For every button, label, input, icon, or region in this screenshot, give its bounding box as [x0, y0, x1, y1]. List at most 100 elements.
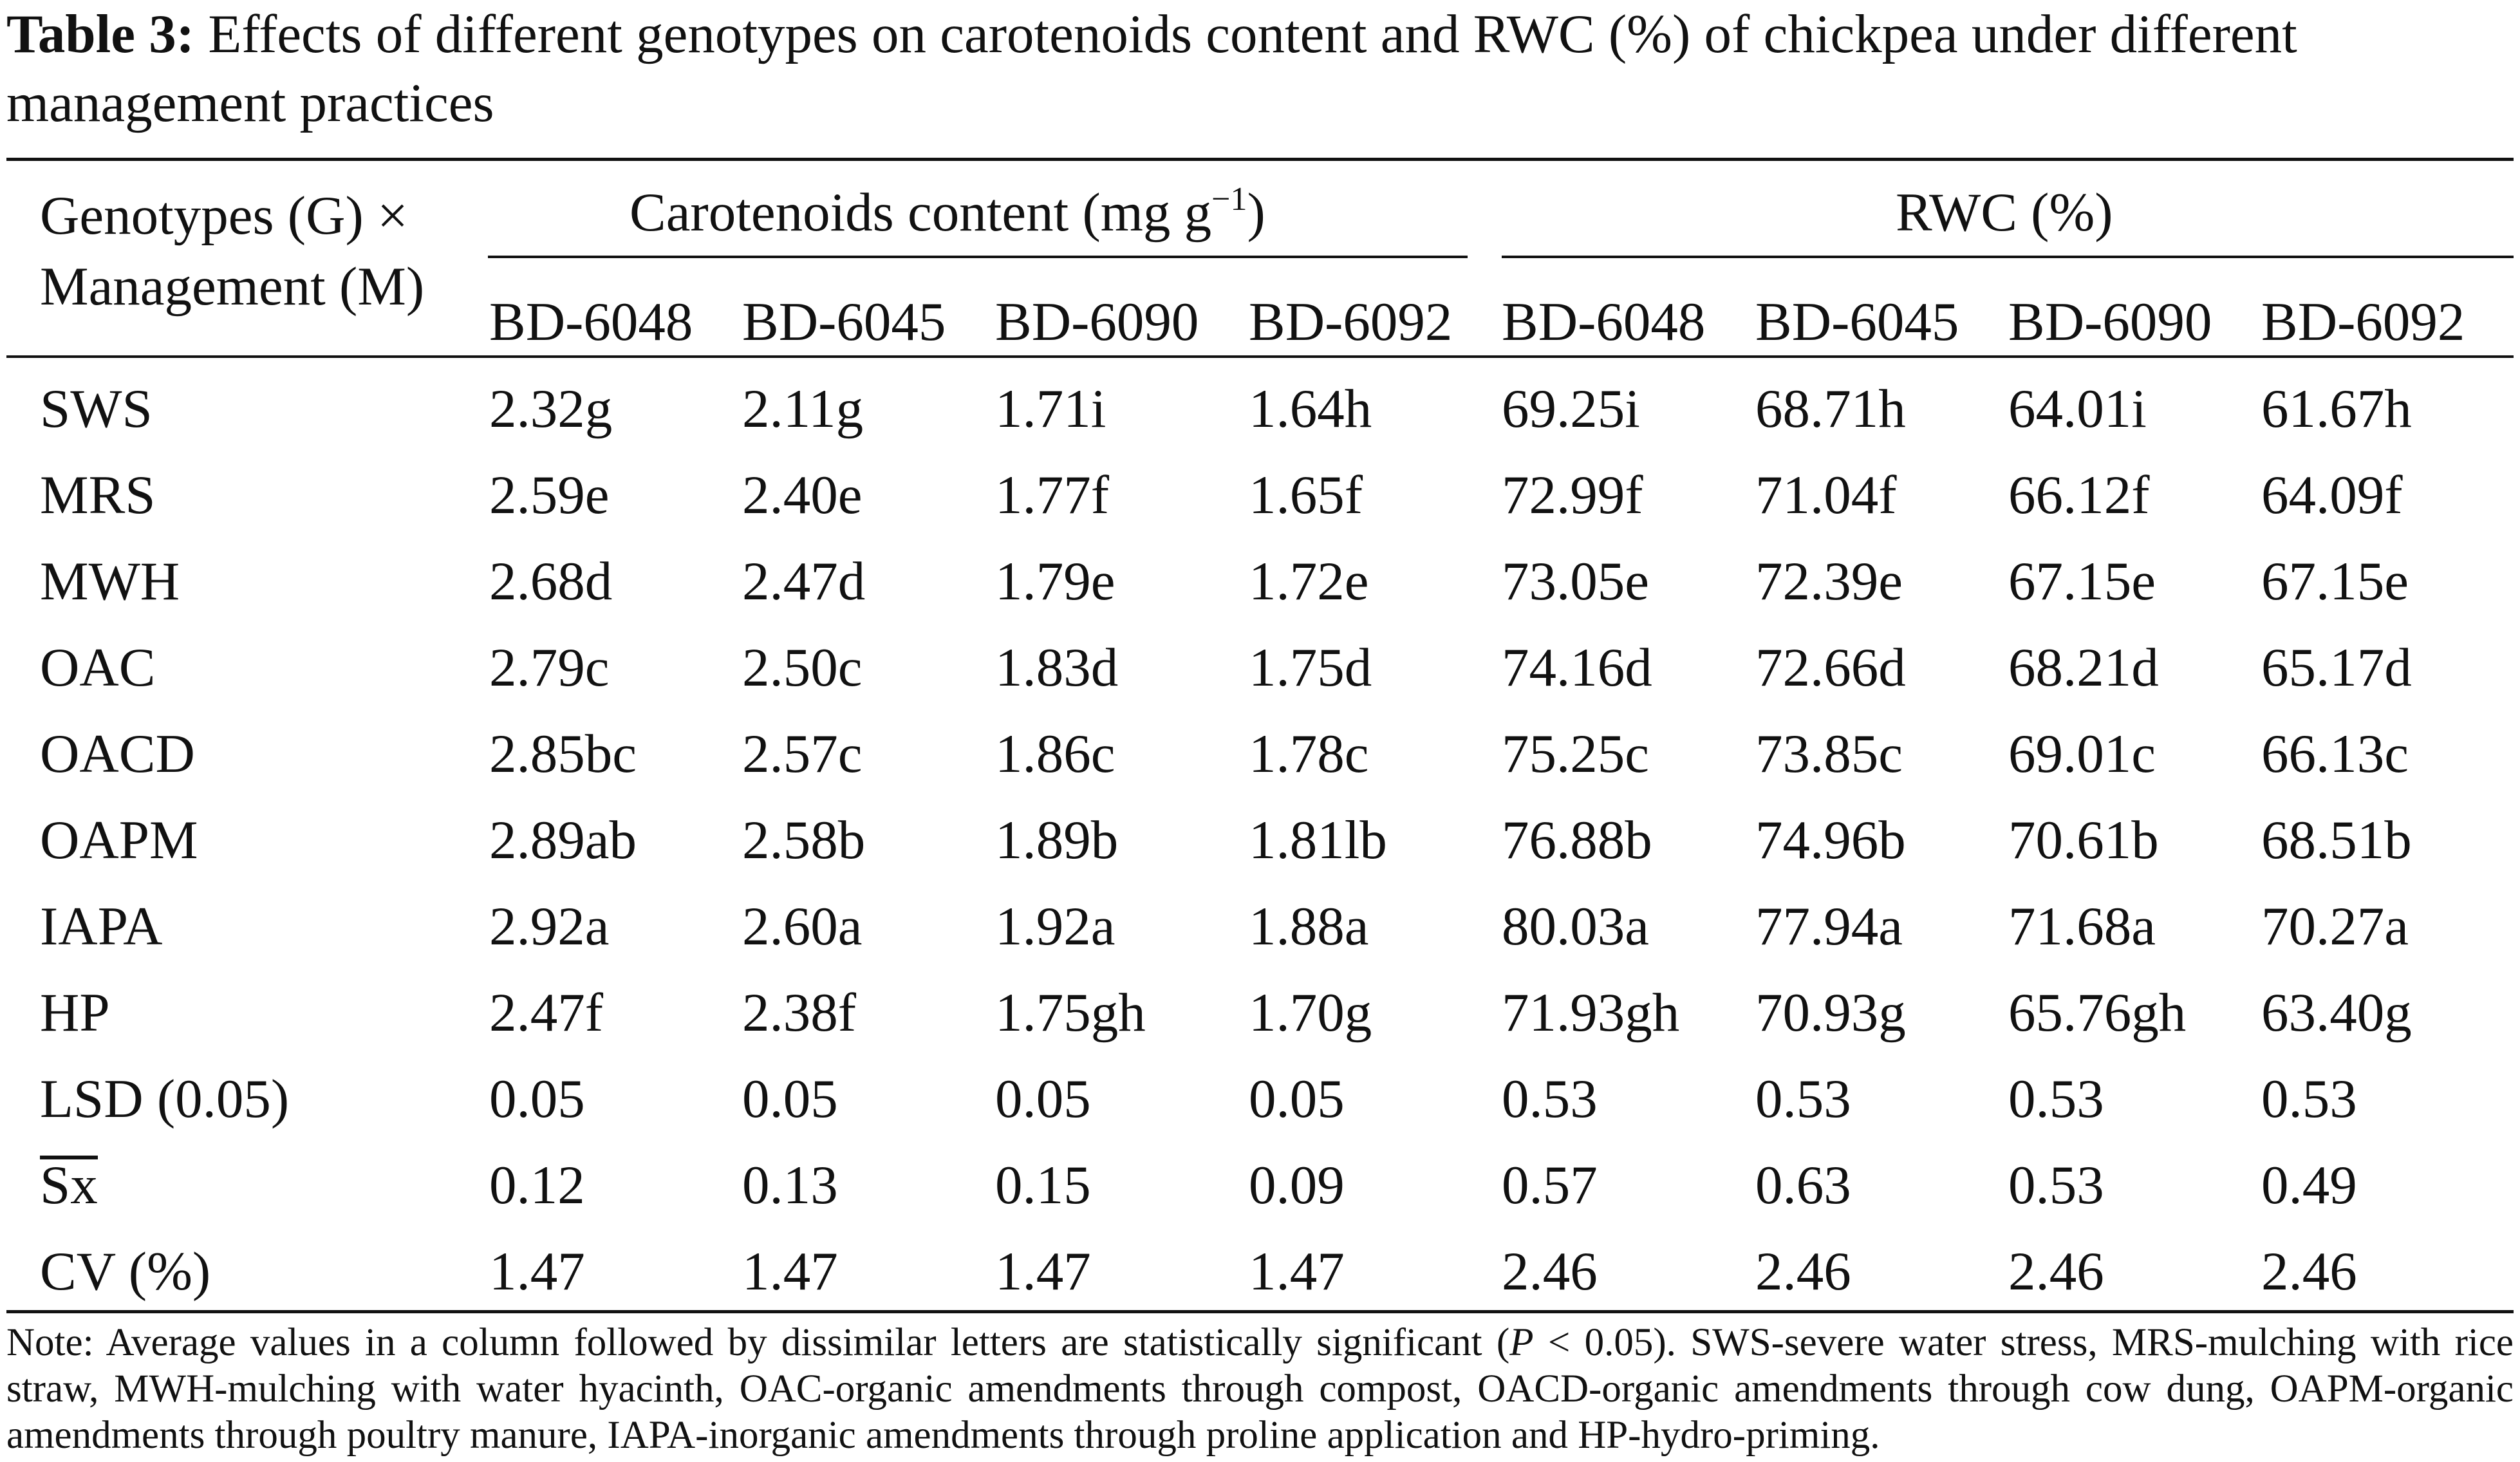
table-cell: 1.72e — [1249, 551, 1369, 612]
caption-label: Table 3: — [6, 4, 195, 64]
table-caption: Table 3: Effects of different genotypes … — [6, 0, 2514, 138]
table-cell: 70.93g — [1755, 982, 1906, 1043]
table-cell: 73.85c — [1755, 724, 1903, 784]
table-cell: 61.67h — [2261, 379, 2412, 439]
table-cell: 68.51b — [2261, 810, 2412, 870]
note-p-symbol: P — [1509, 1321, 1534, 1364]
genotype-header-3: BD-6092 — [1249, 292, 1453, 352]
table-cell: 2.32g — [489, 379, 613, 439]
table-cell: 2.47f — [489, 982, 604, 1043]
table-cell: 64.09f — [2261, 465, 2403, 525]
table-cell: 0.49 — [2261, 1155, 2357, 1215]
table-cell: 2.58b — [742, 810, 866, 870]
table-cell: 2.47d — [742, 551, 866, 612]
rwc-group-text: RWC (%) — [1896, 182, 2113, 243]
table-note: Note: Average values in a column followe… — [6, 1320, 2514, 1459]
table-cell: 70.61b — [2008, 810, 2159, 870]
table-cell: 74.16d — [1502, 637, 1652, 698]
table-cell: 1.47 — [1249, 1241, 1345, 1302]
table-cell: 72.66d — [1755, 637, 1906, 698]
table-cell: 1.77f — [995, 465, 1110, 525]
table-cell: 74.96b — [1755, 810, 1906, 870]
row-label: OACD — [40, 724, 195, 784]
table-cell: 66.13c — [2261, 724, 2409, 784]
table-cell: 0.05 — [742, 1069, 838, 1129]
table-cell: 2.11g — [742, 379, 864, 439]
genotype-header-6: BD-6090 — [2008, 292, 2212, 352]
table-cell: 71.93gh — [1502, 982, 1680, 1043]
stub-header-line2: Management (M) — [40, 256, 425, 317]
table-cell: 2.46 — [1502, 1241, 1598, 1302]
table-cell: 2.50c — [742, 637, 863, 698]
table-cell: 1.65f — [1249, 465, 1363, 525]
table-cell: 1.81lb — [1249, 810, 1387, 870]
row-label: OAC — [40, 637, 156, 698]
table-cell: 1.75gh — [995, 982, 1146, 1043]
table-cell: 64.01i — [2008, 379, 2147, 439]
table-cell: 69.25i — [1502, 379, 1640, 439]
table-cell: 0.53 — [1755, 1069, 1851, 1129]
genotype-header-5: BD-6045 — [1755, 292, 1959, 352]
table-cell: 68.21d — [2008, 637, 2159, 698]
carotenoids-group-header: Carotenoids content (mg g−1) — [630, 180, 1265, 245]
table-cell: 1.89b — [995, 810, 1119, 870]
row-label: Sx — [40, 1153, 98, 1217]
table-cell: 2.38f — [742, 982, 857, 1043]
table-cell: 1.75d — [1249, 637, 1372, 698]
table-cell: 71.68a — [2008, 896, 2156, 957]
table-cell: 72.39e — [1755, 551, 1903, 612]
table-cell: 0.53 — [2008, 1155, 2104, 1215]
table-cell: 0.05 — [1249, 1069, 1345, 1129]
row-label: SWS — [40, 379, 153, 439]
table-cell: 0.13 — [742, 1155, 838, 1215]
table-cell: 1.47 — [489, 1241, 585, 1302]
table-cell: 1.88a — [1249, 896, 1369, 957]
caption-text: Effects of different genotypes on carote… — [6, 4, 2297, 133]
table-cell: 2.46 — [2008, 1241, 2104, 1302]
table-cell: 0.09 — [1249, 1155, 1345, 1215]
table-cell: 2.85bc — [489, 724, 637, 784]
table-cell: 0.15 — [995, 1155, 1091, 1215]
table-cell: 1.92a — [995, 896, 1115, 957]
table-cell: 65.17d — [2261, 637, 2412, 698]
table-cell: 2.79c — [489, 637, 610, 698]
table-cell: 67.15e — [2261, 551, 2409, 612]
row-label: HP — [40, 982, 110, 1043]
table-cell: 67.15e — [2008, 551, 2156, 612]
row-label: OAPM — [40, 810, 198, 870]
genotype-header-2: BD-6090 — [995, 292, 1199, 352]
row-label: MRS — [40, 465, 156, 525]
table-cell: 0.12 — [489, 1155, 585, 1215]
table-cell: 2.40e — [742, 465, 863, 525]
table-cell: 1.47 — [995, 1241, 1091, 1302]
row-label: MWH — [40, 551, 180, 612]
carotenoids-unit-exponent: −1 — [1211, 181, 1247, 218]
table-cell: 73.05e — [1502, 551, 1649, 612]
rwc-group-rule — [1502, 256, 2514, 258]
table-cell: 1.71i — [995, 379, 1106, 439]
table-cell: 0.53 — [2008, 1069, 2104, 1129]
table-cell: 75.25c — [1502, 724, 1649, 784]
table-cell: 0.05 — [995, 1069, 1091, 1129]
note-text-after: < 0.05). SWS-severe water stress, MRS-mu… — [6, 1321, 2514, 1457]
genotype-header-0: BD-6048 — [489, 292, 693, 352]
table-cell: 69.01c — [2008, 724, 2156, 784]
table-cell: 0.63 — [1755, 1155, 1851, 1215]
table-cell: 2.68d — [489, 551, 613, 612]
table-cell: 77.94a — [1755, 896, 1903, 957]
table-cell: 71.04f — [1755, 465, 1897, 525]
table-cell: 1.47 — [742, 1241, 838, 1302]
table-cell: 0.53 — [2261, 1069, 2357, 1129]
genotype-header-1: BD-6045 — [742, 292, 946, 352]
row-label: LSD (0.05) — [40, 1069, 290, 1129]
table-cell: 66.12f — [2008, 465, 2150, 525]
table-cell: 0.57 — [1502, 1155, 1598, 1215]
row-label: IAPA — [40, 896, 163, 957]
table-cell: 1.86c — [995, 724, 1115, 784]
table-cell: 1.64h — [1249, 379, 1372, 439]
table-cell: 1.70g — [1249, 982, 1372, 1043]
row-label-text: Sx — [40, 1155, 98, 1215]
table-cell: 2.60a — [742, 896, 863, 957]
note-text-before: Note: Average values in a column followe… — [6, 1321, 1510, 1364]
carotenoids-group-text: Carotenoids content (mg g — [630, 182, 1212, 243]
